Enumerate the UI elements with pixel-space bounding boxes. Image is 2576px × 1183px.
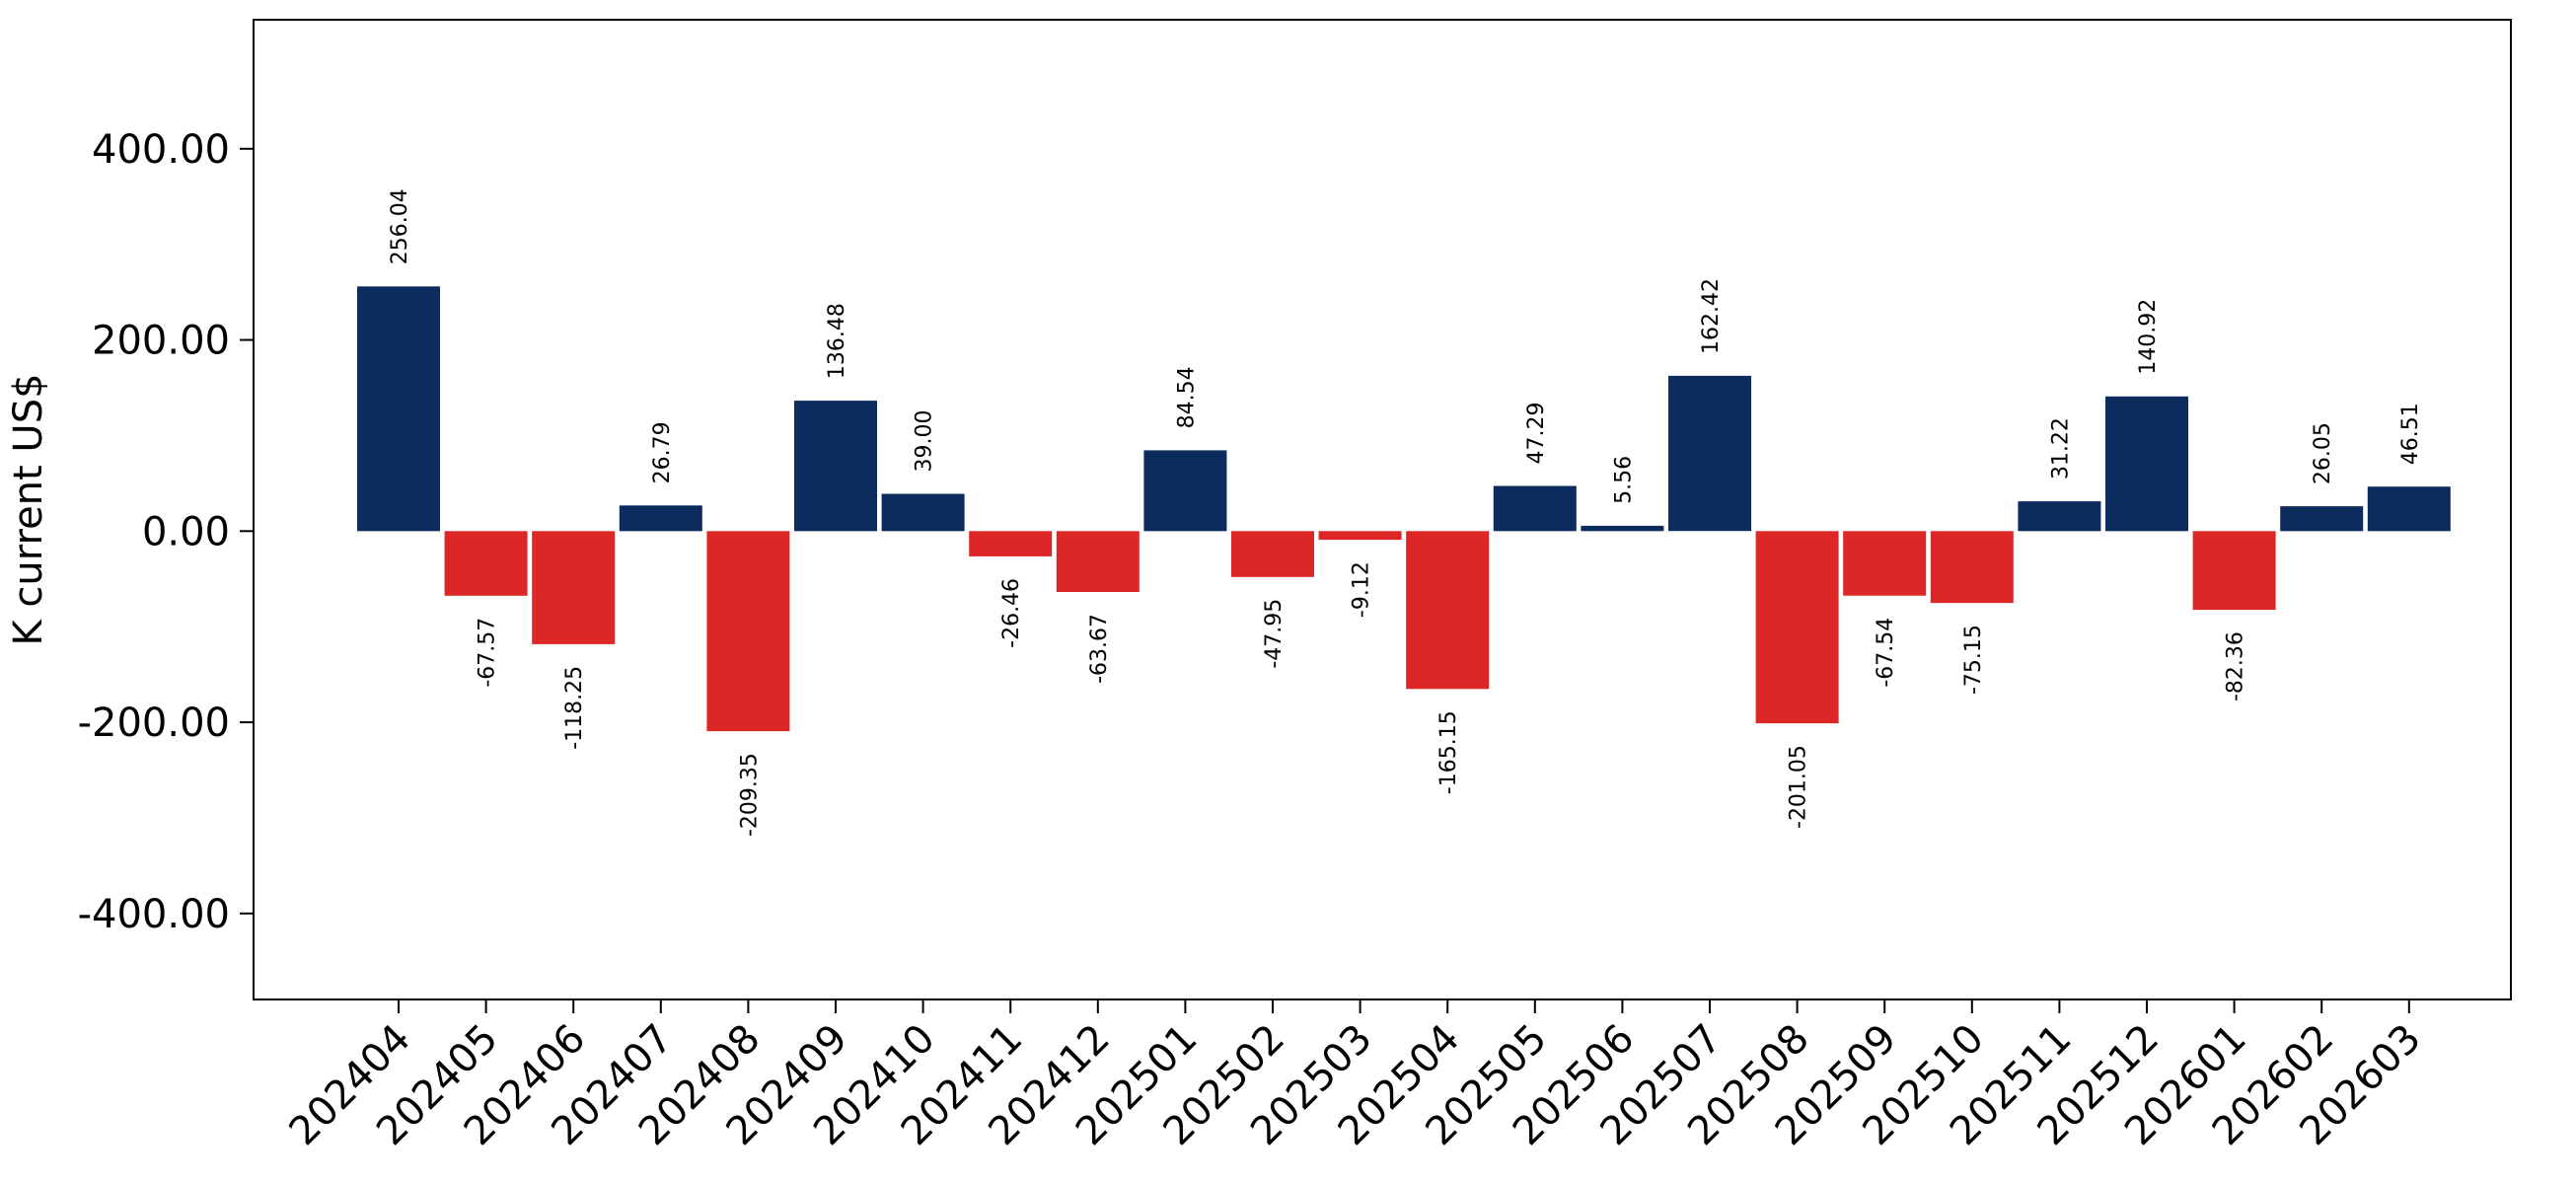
- bar-202504: [1406, 531, 1490, 690]
- bar-value-label: 46.51: [2398, 403, 2423, 465]
- bar-202601: [2192, 531, 2276, 611]
- bar-202508: [1755, 531, 1839, 724]
- bar-value-label: 31.22: [2048, 417, 2073, 480]
- plot-area-frame: [253, 19, 2512, 1000]
- bar-value-label: -26.46: [999, 578, 1024, 648]
- bar-value-label: -165.15: [1436, 710, 1461, 794]
- bar-value-label: 162.42: [1699, 278, 1724, 354]
- bar-202506: [1581, 525, 1664, 532]
- bar-value-label: 84.54: [1174, 366, 1199, 428]
- bar-value-label: 26.79: [650, 421, 675, 483]
- bar-202509: [1843, 531, 1927, 596]
- bar-202408: [706, 531, 790, 732]
- y-tick-label: 0.00: [142, 509, 230, 555]
- bar-value-labels: 256.04 -67.57 -118.25 26.79 -209.35 136.48 39.…: [388, 188, 2423, 837]
- bar-value-label: -47.95: [1262, 599, 1287, 669]
- bar-value-label: -67.54: [1874, 618, 1898, 688]
- bar-202501: [1143, 450, 1227, 532]
- bar-202603: [2367, 486, 2451, 532]
- bar-value-label: -63.67: [1087, 614, 1112, 684]
- bar-value-label: -118.25: [562, 666, 587, 750]
- bar-202507: [1668, 375, 1751, 532]
- bar-value-label: -209.35: [737, 753, 762, 837]
- bar-value-label: -75.15: [1961, 625, 1986, 695]
- y-tick-label: -200.00: [78, 701, 230, 746]
- bar-202407: [619, 505, 702, 532]
- bar-value-label: 5.56: [1611, 456, 1636, 504]
- bar-202602: [2280, 506, 2364, 532]
- bar-value-label: 39.00: [913, 410, 937, 473]
- bar-value-label: 26.05: [2311, 422, 2335, 484]
- bar-202409: [794, 401, 877, 532]
- bar-202502: [1231, 531, 1314, 577]
- bar-value-label: 140.92: [2136, 299, 2161, 375]
- bar-202512: [2105, 396, 2188, 532]
- bar-value-label: 256.04: [388, 188, 412, 264]
- y-axis: -400.00 -200.00 0.00 200.00 400.00: [78, 127, 254, 937]
- bar-202405: [444, 531, 528, 596]
- bar-value-label: 136.48: [825, 303, 849, 379]
- y-tick-label: 200.00: [92, 319, 230, 364]
- y-tick-label: -400.00: [78, 892, 230, 937]
- bar-value-label: -201.05: [1787, 745, 1811, 829]
- bar-202511: [2018, 501, 2101, 532]
- bar-202503: [1318, 531, 1402, 541]
- bar-value-label: -9.12: [1350, 561, 1374, 618]
- bar-202411: [969, 531, 1053, 556]
- bar-202404: [357, 286, 440, 532]
- bar-202505: [1493, 485, 1577, 532]
- x-axis: 2024042024052024062024072024082024092024…: [281, 999, 2430, 1154]
- bar-202410: [881, 493, 965, 532]
- bar-202510: [1930, 531, 2014, 604]
- bar-value-label: -82.36: [2224, 631, 2248, 702]
- bar-202406: [532, 531, 616, 644]
- bars-group: [357, 286, 2451, 732]
- y-axis-label: K current US$: [6, 373, 51, 645]
- y-tick-label: 400.00: [92, 127, 230, 173]
- bar-value-label: 47.29: [1524, 402, 1549, 464]
- bar-202412: [1056, 531, 1140, 592]
- bar-value-label: -67.57: [476, 618, 500, 688]
